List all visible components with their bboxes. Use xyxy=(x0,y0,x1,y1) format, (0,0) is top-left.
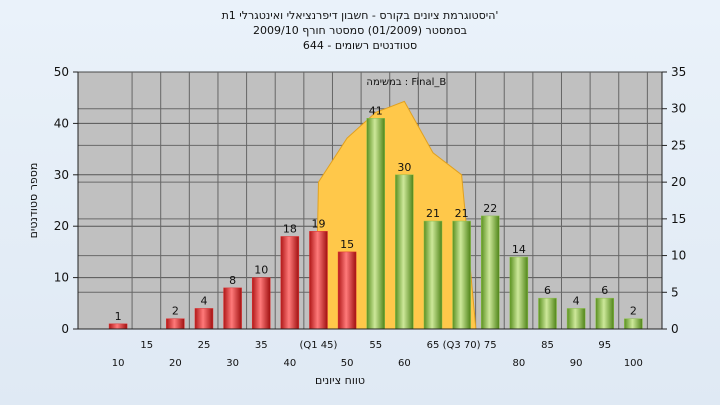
bar xyxy=(423,220,443,330)
bar-value-label: 2 xyxy=(172,305,179,318)
bar xyxy=(309,231,328,330)
bar-value-label: 21 xyxy=(426,207,440,220)
bar-value-label: 6 xyxy=(601,284,608,297)
chart-title-line-3: סטודנטים רשומים - 644 xyxy=(302,39,418,52)
x-tick-label: 90 xyxy=(570,358,583,369)
bar-value-label: 14 xyxy=(512,243,526,256)
bar-value-label: 1 xyxy=(115,310,122,323)
bar-value-label: 2 xyxy=(630,305,637,318)
y2-tick-label: 0 xyxy=(671,322,679,336)
x-tick-label: 35 xyxy=(255,340,268,351)
y-tick-label: 40 xyxy=(54,116,69,130)
bar xyxy=(509,256,529,330)
x-tick-label: 30 xyxy=(226,358,239,369)
bar-value-label: 18 xyxy=(283,222,297,235)
x-tick-label: 50 xyxy=(341,358,354,369)
x-tick-label: 40 xyxy=(283,358,296,369)
bar-value-label: 15 xyxy=(340,238,354,251)
bar-value-label: 6 xyxy=(544,284,551,297)
bar xyxy=(452,220,471,330)
bar xyxy=(223,287,242,330)
bar xyxy=(366,118,385,330)
bar xyxy=(251,277,271,330)
x-tick-label: 75 xyxy=(484,340,497,351)
y-tick-label: 0 xyxy=(61,322,69,336)
x-tick-label: 85 xyxy=(541,340,554,351)
x-tick-label: 60 xyxy=(398,358,411,369)
bar-value-label: 21 xyxy=(455,207,469,220)
y-tick-label: 10 xyxy=(54,271,69,285)
bar xyxy=(280,236,300,330)
bar xyxy=(624,318,643,330)
bar xyxy=(194,308,214,330)
bar xyxy=(480,215,500,330)
bar-value-label: 4 xyxy=(200,294,207,307)
x-tick-label: 95 xyxy=(598,340,611,351)
bar-value-label: 22 xyxy=(483,202,497,215)
bar-value-label: 30 xyxy=(397,161,411,174)
x-tick-label: 100 xyxy=(624,358,643,369)
bar xyxy=(566,308,586,330)
bar-value-label: 19 xyxy=(311,217,325,230)
y-tick-label: 50 xyxy=(54,65,69,79)
x-tick-label: (Q1 45) xyxy=(299,340,337,351)
y2-tick-label: 30 xyxy=(671,102,686,116)
area-label: Final_B : במשימה xyxy=(366,77,446,88)
chart-title-line-2: בסמסטר (01/2009) סמסטר חורף 2009/10 xyxy=(253,24,467,37)
x-tick-label: 55 xyxy=(369,340,382,351)
x-axis-label: טווח ציונים xyxy=(315,374,365,387)
bar xyxy=(108,323,128,330)
y-axis-label: מספר סטודנטים xyxy=(27,163,40,239)
y2-tick-label: 20 xyxy=(671,175,686,189)
x-tick-label: (Q3 70) xyxy=(443,340,481,351)
bar xyxy=(538,297,557,330)
y2-tick-label: 5 xyxy=(671,285,679,299)
x-tick-label: 20 xyxy=(169,358,182,369)
bar-value-label: 4 xyxy=(573,294,580,307)
bar xyxy=(395,174,414,330)
y2-tick-label: 10 xyxy=(671,249,686,263)
x-tick-label: 10 xyxy=(112,358,125,369)
y-tick-label: 30 xyxy=(54,168,69,182)
y-tick-label: 20 xyxy=(54,219,69,233)
bar-value-label: 8 xyxy=(229,274,236,287)
x-tick-label: 65 xyxy=(427,340,440,351)
x-tick-label: 15 xyxy=(140,340,153,351)
y2-tick-label: 25 xyxy=(671,138,686,152)
bar xyxy=(166,318,185,330)
bar-value-label: 10 xyxy=(254,264,268,277)
y2-tick-label: 15 xyxy=(671,212,686,226)
bar xyxy=(337,251,357,330)
y2-tick-label: 35 xyxy=(671,65,686,79)
bar-value-label: 41 xyxy=(369,104,383,117)
chart-title-line-1: 'היסטוגרמת ציונים בקורס - חשבון דיפרנציא… xyxy=(221,9,499,22)
x-tick-label: 25 xyxy=(198,340,211,351)
bar xyxy=(595,297,614,330)
x-tick-label: 80 xyxy=(512,358,525,369)
